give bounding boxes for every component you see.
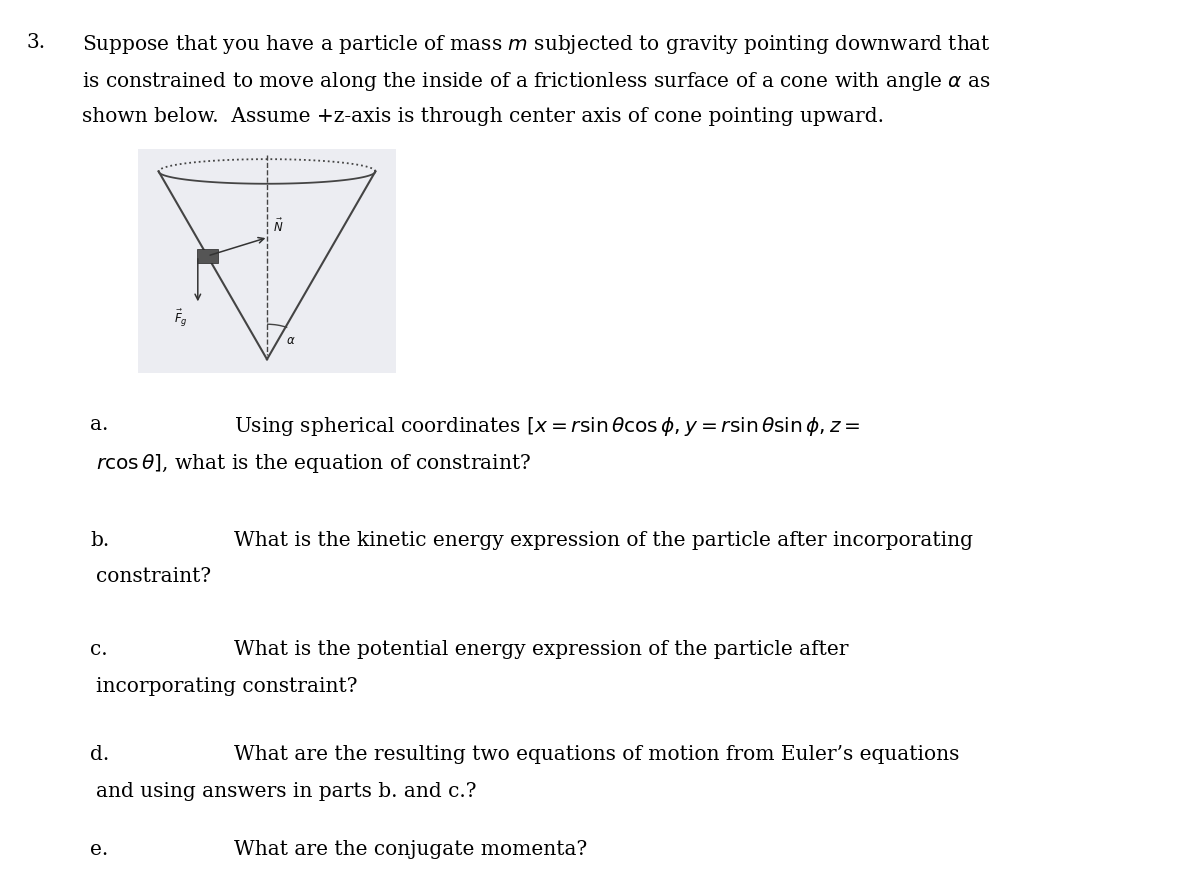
FancyBboxPatch shape <box>197 249 218 263</box>
Text: constraint?: constraint? <box>96 567 211 587</box>
Text: What is the potential energy expression of the particle after: What is the potential energy expression … <box>234 640 848 660</box>
Text: is constrained to move along the inside of a frictionless surface of a cone with: is constrained to move along the inside … <box>82 70 990 93</box>
Text: Suppose that you have a particle of mass $m$ subjected to gravity pointing downw: Suppose that you have a particle of mass… <box>82 33 990 56</box>
Text: What are the resulting two equations of motion from Euler’s equations: What are the resulting two equations of … <box>234 745 959 765</box>
Text: $\alpha$: $\alpha$ <box>287 333 295 346</box>
Text: e.: e. <box>90 840 108 859</box>
Text: and using answers in parts b. and c.?: and using answers in parts b. and c.? <box>96 782 476 802</box>
Text: a.: a. <box>90 415 108 434</box>
Text: 3.: 3. <box>26 33 46 53</box>
Text: $r \cos \theta ]$, what is the equation of constraint?: $r \cos \theta ]$, what is the equation … <box>96 452 530 474</box>
Text: incorporating constraint?: incorporating constraint? <box>96 677 358 696</box>
Text: What is the kinetic energy expression of the particle after incorporating: What is the kinetic energy expression of… <box>234 531 973 550</box>
Text: c.: c. <box>90 640 108 660</box>
Text: Using spherical coordinates $[x = r \sin \theta \cos \phi ,y = r \sin \theta \si: Using spherical coordinates $[x = r \sin… <box>234 415 860 438</box>
Text: d.: d. <box>90 745 109 765</box>
Text: $\vec{N}$: $\vec{N}$ <box>274 218 283 236</box>
Text: What are the conjugate momenta?: What are the conjugate momenta? <box>234 840 587 859</box>
Text: b.: b. <box>90 531 109 550</box>
Text: shown below.  Assume +z-axis is through center axis of cone pointing upward.: shown below. Assume +z-axis is through c… <box>82 107 883 126</box>
Text: $\vec{F}_g$: $\vec{F}_g$ <box>174 308 188 329</box>
FancyBboxPatch shape <box>138 149 396 373</box>
